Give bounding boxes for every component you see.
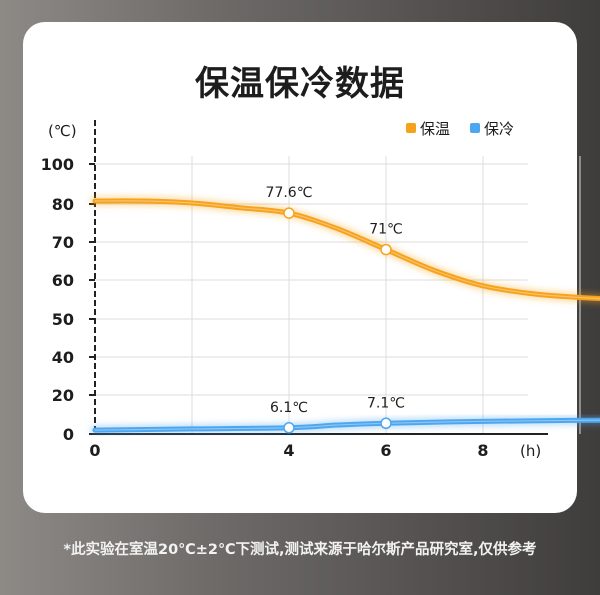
data-label: 7.1℃ [367, 395, 405, 411]
data-label: 71℃ [369, 222, 403, 238]
x-tick-label: 0 [89, 441, 100, 460]
series-line-highlight [94, 200, 600, 300]
x-tick-label: 4 [283, 441, 294, 460]
grid [95, 156, 581, 434]
legend: 保温 保冷 [406, 120, 514, 138]
axes [89, 120, 548, 435]
data-point [380, 417, 392, 430]
y-tick-label: 50 [52, 310, 74, 329]
footnote: *此实验在室温20℃±2℃下测试,测试来源于哈尔斯产品研究室,仅供参考 [63, 542, 537, 558]
data-point [283, 207, 295, 219]
y-tick-label: 60 [52, 271, 74, 290]
series-warm: 77.6℃71℃56.2℃ [90, 185, 600, 304]
series-cold: 6.1℃7.1℃10.5℃ [90, 395, 600, 436]
series-line [92, 198, 600, 302]
legend-label: 保冷 [484, 120, 514, 138]
tick-labels: 0204050607080100046812(℃)(h) [41, 122, 542, 460]
data-label: 77.6℃ [266, 185, 313, 201]
y-tick-label: 0 [63, 425, 74, 444]
y-axis-label: (℃) [48, 122, 77, 140]
series-line-glow [90, 195, 600, 304]
chart-title: 保温保冷数据 [195, 64, 405, 104]
y-tick-label: 80 [52, 195, 74, 214]
y-tick-label: 20 [52, 386, 74, 405]
legend-label: 保温 [420, 120, 450, 138]
x-tick-label: 6 [380, 441, 391, 460]
legend-item-warm: 保温 [406, 120, 450, 138]
series-group: 77.6℃71℃56.2℃6.1℃7.1℃10.5℃ [90, 185, 600, 436]
data-point [283, 422, 295, 434]
x-axis-label: (h) [520, 442, 541, 460]
y-tick-label: 70 [52, 233, 74, 252]
y-tick-label: 100 [41, 155, 74, 174]
data-point [380, 243, 392, 256]
legend-item-cold: 保冷 [470, 120, 514, 138]
y-tick-label: 40 [52, 348, 74, 367]
legend-swatch [470, 123, 480, 133]
data-label: 6.1℃ [270, 400, 308, 416]
legend-swatch [406, 123, 416, 133]
x-tick-label: 8 [477, 441, 488, 460]
